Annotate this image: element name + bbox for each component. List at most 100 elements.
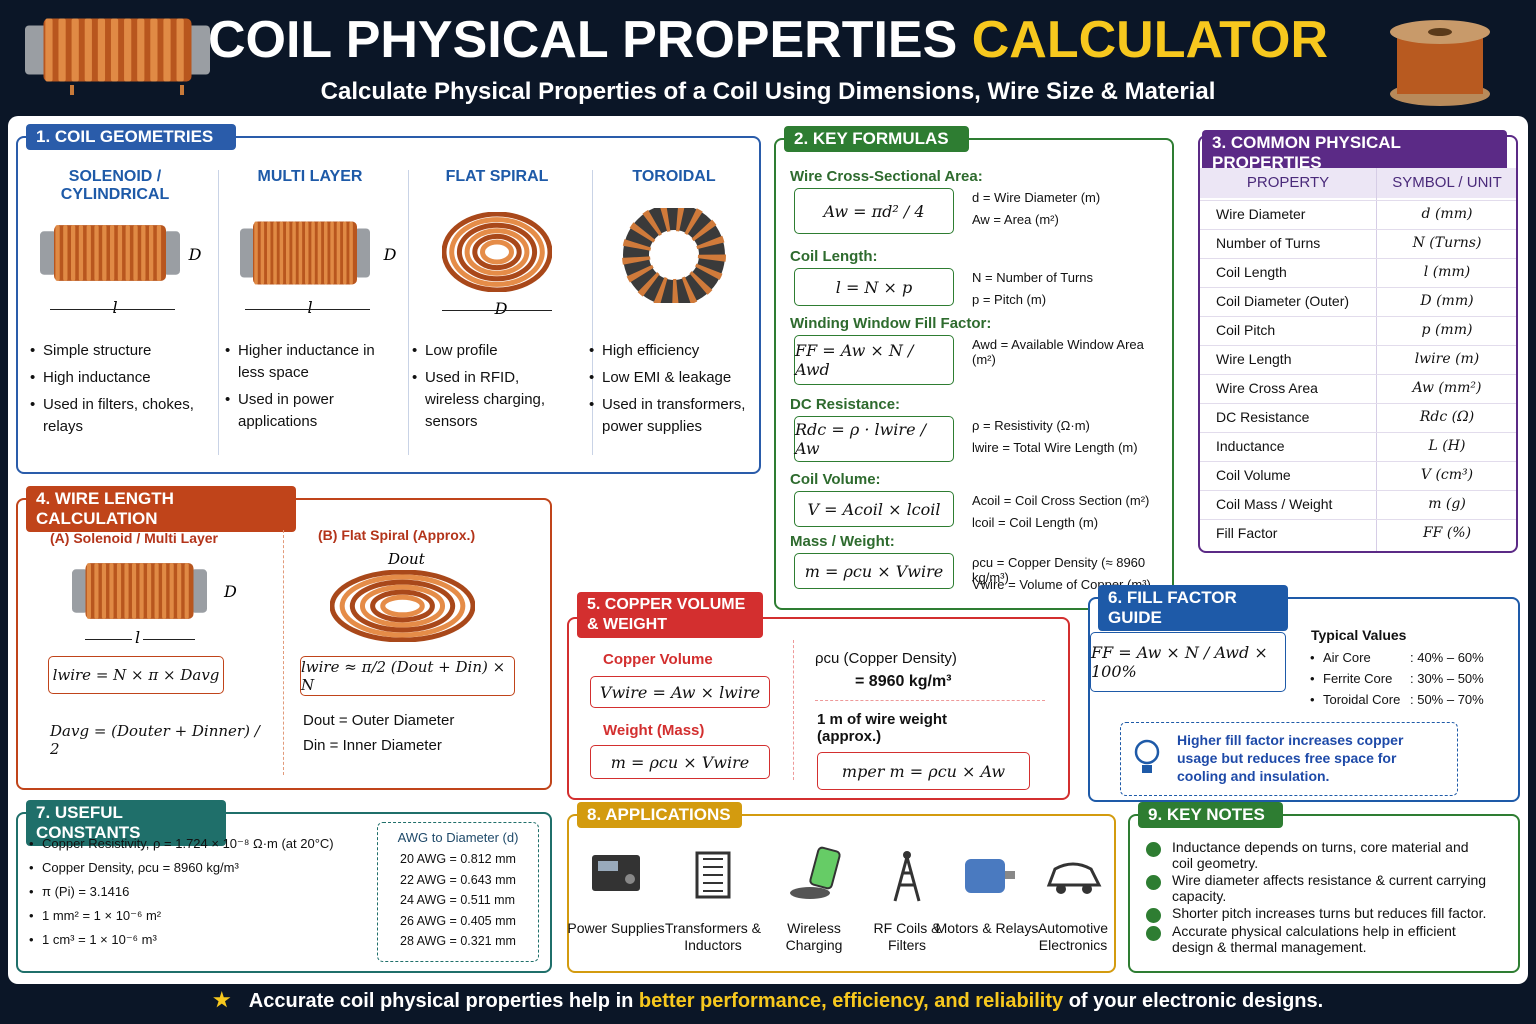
check-icon — [1146, 908, 1161, 923]
note: Accurate physical calculations help in e… — [1172, 923, 1456, 955]
application-label: Automotive Electronics — [1037, 920, 1109, 953]
formula-box: lwire ≈ π/2 (Dout + Din) × N — [300, 656, 515, 696]
decoration — [141, 225, 146, 281]
formula-label: Winding Window Fill Factor: — [790, 315, 992, 332]
application-label: Transformers & Inductors — [665, 920, 761, 953]
decoration — [441, 211, 553, 293]
decoration — [380, 594, 425, 618]
decoration — [464, 228, 530, 276]
note: Higher fill factor increases copper usag… — [1177, 732, 1404, 784]
row-line — [1200, 374, 1516, 375]
variable: Din = Inner Diameter — [303, 737, 442, 754]
constant: 1 mm² = 1 × 10⁻⁶ m² — [29, 908, 161, 924]
spiral-drawing — [329, 569, 476, 643]
table-header: PROPERTY — [1246, 174, 1330, 191]
decoration — [71, 225, 76, 281]
bullet: High inductance — [30, 367, 203, 389]
application-icon — [586, 845, 646, 907]
footer-text: better performance, efficiency, and reli… — [638, 990, 1064, 1012]
awg-box — [377, 822, 539, 962]
formula-label: Coil Length: — [790, 248, 878, 265]
variable: Acoil = Coil Cross Section (m²) — [972, 493, 1150, 508]
decoration — [72, 563, 207, 619]
decoration — [349, 579, 456, 633]
decoration — [260, 221, 265, 285]
separator — [408, 170, 409, 455]
awg-row: 28 AWG = 0.321 mm — [400, 934, 516, 948]
panel-title: 1. COIL GEOMETRIES — [26, 124, 236, 150]
application-label: RF Coils & Filters — [873, 920, 941, 953]
decoration — [370, 589, 435, 623]
formula-box: m = ρcu × Vwire — [590, 745, 770, 779]
decoration — [25, 18, 210, 95]
decoration — [903, 851, 911, 859]
fill-range: : 40% – 60% — [1410, 650, 1484, 665]
decoration — [101, 563, 107, 619]
decoration — [703, 858, 723, 892]
dimension-label: l — [132, 628, 144, 647]
variable: N = Number of Turns — [972, 270, 1094, 285]
property-symbol: V (cm³) — [1420, 467, 1474, 483]
variable: p = Pitch (m) — [972, 292, 1047, 307]
application-icon — [877, 845, 937, 907]
decoration — [1046, 862, 1102, 887]
decoration — [70, 85, 74, 95]
formula-box: Rdc = ρ · lwire / Aw — [794, 416, 954, 462]
property-symbol: N (Turns) — [1412, 235, 1482, 251]
row-line — [1200, 316, 1516, 317]
decoration — [622, 203, 726, 307]
decoration — [695, 851, 731, 899]
decoration — [598, 861, 618, 871]
subheading: (B) Flat Spiral (Approx.) — [318, 527, 476, 543]
property-name: Wire Cross Area — [1216, 380, 1318, 396]
fill-type: Air Core — [1310, 650, 1371, 665]
decoration — [449, 217, 545, 287]
decoration — [965, 859, 1015, 893]
row-line — [1200, 490, 1516, 491]
geometry-name: SOLENOID / CYLINDRICAL — [60, 168, 170, 203]
dimension-label: Dout — [388, 550, 425, 568]
decoration — [40, 231, 57, 275]
property-name: Inductance — [1216, 438, 1285, 454]
subheading: Copper Volume — [603, 651, 713, 668]
decoration — [324, 221, 328, 285]
note: Shorter pitch increases turns but reduce… — [1172, 905, 1487, 921]
decoration — [110, 225, 115, 281]
variable: lcoil = Coil Length (m) — [972, 515, 1099, 530]
decoration — [305, 221, 309, 285]
row-line — [1200, 432, 1516, 433]
row-line — [1200, 345, 1516, 346]
decoration — [180, 85, 184, 95]
decoration — [190, 569, 207, 613]
decoration — [40, 225, 180, 281]
decoration — [354, 228, 370, 278]
decoration — [94, 563, 99, 619]
constant: Copper Density, ρcu = 8960 kg/m³ — [29, 860, 239, 875]
decoration — [133, 225, 138, 281]
note: Wire diameter affects resistance & curre… — [1172, 872, 1487, 904]
decoration — [1134, 739, 1160, 773]
decoration — [124, 18, 132, 82]
check-icon — [1146, 842, 1161, 857]
decoration — [97, 18, 106, 82]
constant: 1 cm³ = 1 × 10⁻⁶ m³ — [29, 932, 157, 948]
decoration — [329, 569, 476, 643]
property-symbol: FF (%) — [1422, 525, 1472, 541]
property-symbol: Rdc (Ω) — [1419, 409, 1475, 425]
row-line — [1200, 200, 1516, 201]
decoration — [266, 221, 271, 285]
decoration — [147, 563, 152, 619]
decoration — [1134, 739, 1160, 765]
subheading: (A) Solenoid / Multi Layer — [50, 530, 219, 546]
decoration — [125, 225, 130, 281]
bullet: Simple structure — [30, 340, 203, 362]
decoration — [58, 18, 66, 82]
dimension-line — [245, 309, 370, 310]
title-accent: CALCULATOR — [971, 11, 1329, 69]
decoration — [55, 225, 60, 281]
decoration — [163, 231, 180, 275]
property-symbol: p (mm) — [1421, 322, 1473, 338]
decoration — [790, 887, 830, 899]
decoration — [336, 221, 341, 285]
decoration — [292, 221, 296, 285]
